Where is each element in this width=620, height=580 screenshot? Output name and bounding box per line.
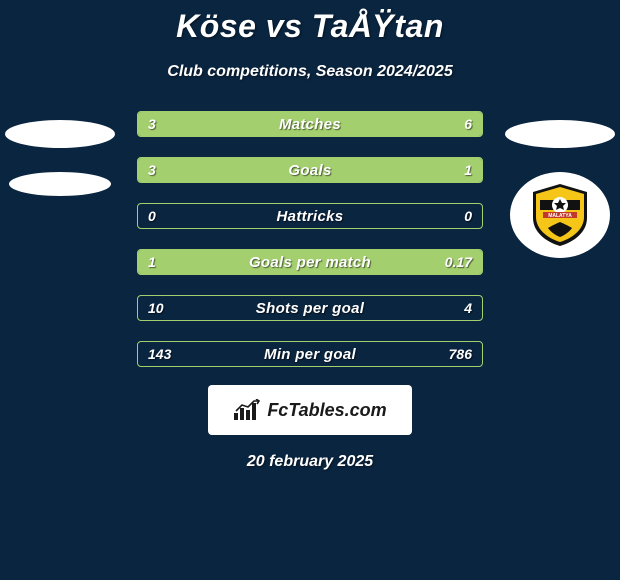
player-left-column bbox=[0, 120, 120, 196]
stat-label: Matches bbox=[138, 112, 482, 136]
svg-text:MALATYA: MALATYA bbox=[548, 213, 572, 219]
bars-icon bbox=[233, 399, 261, 421]
stat-label: Shots per goal bbox=[138, 296, 482, 320]
club-badge: MALATYA bbox=[510, 172, 610, 258]
stat-label: Hattricks bbox=[138, 204, 482, 228]
stat-value-right: 0 bbox=[464, 204, 472, 228]
stat-row: 143Min per goal786 bbox=[137, 341, 483, 367]
brand-badge: FcTables.com bbox=[208, 385, 412, 435]
stat-label: Min per goal bbox=[138, 342, 482, 366]
stat-value-right: 4 bbox=[464, 296, 472, 320]
stat-row: 0Hattricks0 bbox=[137, 203, 483, 229]
brand-text: FcTables.com bbox=[267, 400, 386, 421]
stat-row: 3Goals1 bbox=[137, 157, 483, 183]
stat-label: Goals bbox=[138, 158, 482, 182]
stat-value-right: 1 bbox=[464, 158, 472, 182]
stat-row: 3Matches6 bbox=[137, 111, 483, 137]
stats-container: 3Matches63Goals10Hattricks01Goals per ma… bbox=[137, 111, 483, 367]
stat-row: 1Goals per match0.17 bbox=[137, 249, 483, 275]
subtitle: Club competitions, Season 2024/2025 bbox=[0, 63, 620, 81]
player-right-column: MALATYA bbox=[500, 120, 620, 258]
stat-label: Goals per match bbox=[138, 250, 482, 274]
date-text: 20 february 2025 bbox=[0, 453, 620, 471]
stat-value-right: 6 bbox=[464, 112, 472, 136]
player-left-placeholder-1 bbox=[5, 120, 115, 148]
player-left-placeholder-2 bbox=[9, 172, 111, 196]
stat-value-right: 0.17 bbox=[445, 250, 472, 274]
player-right-placeholder-1 bbox=[505, 120, 615, 148]
shield-icon: MALATYA bbox=[533, 184, 587, 246]
stat-row: 10Shots per goal4 bbox=[137, 295, 483, 321]
page-title: Köse vs TaÅŸtan bbox=[0, 0, 620, 45]
stat-value-right: 786 bbox=[449, 342, 472, 366]
